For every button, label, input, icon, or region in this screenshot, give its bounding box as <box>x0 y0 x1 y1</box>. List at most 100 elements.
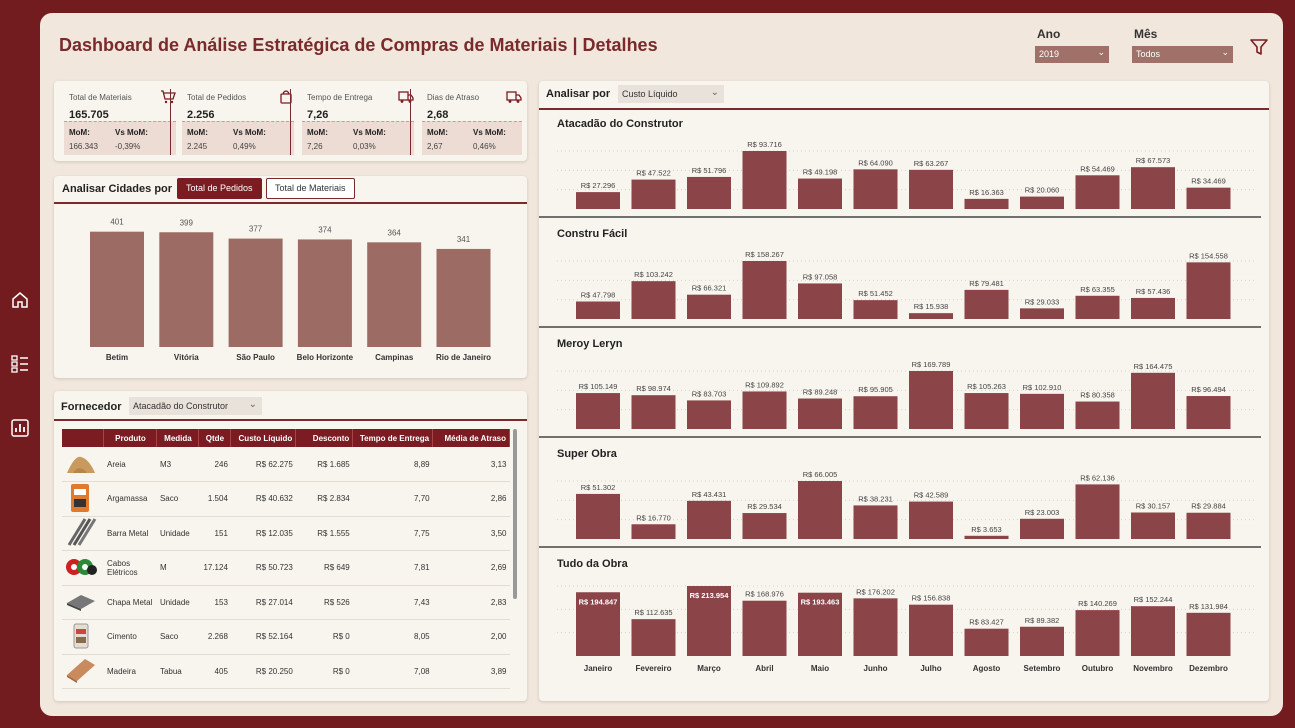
month-bar[interactable] <box>742 261 787 319</box>
month-bar[interactable] <box>742 391 787 429</box>
table-row[interactable]: Argamassa Saco 1.504 R$ 40.632 R$ 2.834 … <box>62 481 510 517</box>
product-image <box>62 447 104 482</box>
month-bar[interactable] <box>853 169 898 209</box>
month-bar[interactable] <box>798 178 842 209</box>
month-bar[interactable] <box>909 169 953 209</box>
month-bar[interactable] <box>631 179 676 209</box>
city-bar[interactable] <box>367 242 422 347</box>
month-bar-label: R$ 168.976 <box>745 590 784 599</box>
cell-desconto: R$ 1.555 <box>295 516 353 551</box>
month-bar[interactable] <box>687 176 731 209</box>
table-row[interactable]: Chapa Metal Unidade 153 R$ 27.014 R$ 526… <box>62 585 510 620</box>
month-bar[interactable] <box>1075 484 1120 539</box>
column-header-atraso[interactable]: Média de Atraso <box>432 429 510 447</box>
column-header-medida[interactable]: Medida <box>156 429 200 447</box>
column-header-produto[interactable]: Produto <box>103 429 158 447</box>
month-bar[interactable] <box>687 500 731 539</box>
month-bar[interactable] <box>1131 167 1175 209</box>
total-materiais-button[interactable]: Total de Materiais <box>266 178 355 199</box>
month-bar[interactable] <box>576 301 620 319</box>
month-bar[interactable] <box>631 281 676 319</box>
city-bar[interactable] <box>228 238 283 347</box>
month-bar[interactable] <box>1075 295 1120 319</box>
fornecedor-dropdown[interactable]: Atacadão do Construtor ⌄ <box>129 397 262 415</box>
table-row[interactable]: Barra Metal Unidade 151 R$ 12.035 R$ 1.5… <box>62 516 510 551</box>
month-bar[interactable] <box>1020 626 1064 656</box>
month-bar[interactable] <box>853 505 898 539</box>
month-bar[interactable] <box>576 393 620 429</box>
list-icon[interactable] <box>10 354 30 374</box>
month-bar[interactable] <box>742 600 787 656</box>
analisar-value: Custo Líquido <box>622 89 678 99</box>
city-bar[interactable] <box>297 239 352 347</box>
table-row[interactable]: Madeira Tabua 405 R$ 20.250 R$ 0 7,08 3,… <box>62 654 510 689</box>
month-bar[interactable] <box>909 313 953 319</box>
kpi-card: Dias de Atraso 2,68 MoM: Vs MoM: 2,67 0,… <box>422 87 522 157</box>
month-bar[interactable] <box>1075 175 1120 209</box>
analisar-dropdown[interactable]: Custo Líquido ⌄ <box>618 85 724 103</box>
month-bar[interactable] <box>576 192 620 209</box>
month-bar[interactable] <box>909 501 953 539</box>
kpi-mom-box: MoM: Vs MoM: 166.343 -0,39% <box>64 121 176 155</box>
month-bar[interactable] <box>1131 297 1175 319</box>
city-bar[interactable] <box>436 248 491 347</box>
table-row[interactable]: Cabos Elétricos M 17.124 R$ 50.723 R$ 64… <box>62 550 510 586</box>
month-bar[interactable] <box>1131 372 1175 429</box>
total-pedidos-button[interactable]: Total de Pedidos <box>177 178 262 199</box>
month-bar[interactable] <box>909 371 953 429</box>
month-bar[interactable] <box>1131 512 1175 539</box>
month-bar[interactable] <box>742 151 787 209</box>
city-bar[interactable] <box>159 232 214 347</box>
city-bar[interactable] <box>90 231 144 347</box>
month-bar[interactable] <box>687 586 731 656</box>
month-bar[interactable] <box>1075 610 1120 656</box>
month-bar[interactable] <box>1075 401 1120 429</box>
month-bar[interactable] <box>687 294 731 319</box>
home-icon[interactable] <box>10 290 30 310</box>
month-bar[interactable] <box>964 628 1009 656</box>
month-bar[interactable] <box>1186 396 1231 429</box>
month-bar[interactable] <box>964 393 1009 429</box>
month-bar[interactable] <box>742 513 787 539</box>
column-header-custo[interactable]: Custo Líquido <box>230 429 297 447</box>
month-bar[interactable] <box>798 398 842 429</box>
month-bar[interactable] <box>1131 606 1175 656</box>
month-bar[interactable] <box>853 300 898 319</box>
month-bar[interactable] <box>798 481 842 539</box>
month-bar[interactable] <box>576 493 620 539</box>
filter-icon[interactable] <box>1249 37 1269 57</box>
column-header-qtde[interactable]: Qtde <box>198 429 232 447</box>
month-bar[interactable] <box>853 598 898 656</box>
month-bar[interactable] <box>1186 512 1231 539</box>
table-scrollbar[interactable] <box>513 429 517 599</box>
table-row[interactable]: Areia M3 246 R$ 62.275 R$ 1.685 8,89 3,1… <box>62 447 510 482</box>
month-bar[interactable] <box>964 535 1009 539</box>
column-header-desconto[interactable]: Desconto <box>295 429 354 447</box>
month-bar[interactable] <box>1020 518 1064 539</box>
month-bar[interactable] <box>798 592 842 656</box>
filter-ano-dropdown[interactable]: 2019 ⌄ <box>1035 46 1109 63</box>
chart-icon[interactable] <box>10 418 30 438</box>
month-bar[interactable] <box>576 592 620 656</box>
month-bar[interactable] <box>1020 308 1064 319</box>
month-bar[interactable] <box>1186 187 1231 209</box>
month-bar[interactable] <box>909 604 953 656</box>
month-bar[interactable] <box>1020 393 1064 429</box>
month-bar[interactable] <box>631 619 676 656</box>
cell-desconto: R$ 0 <box>295 654 353 689</box>
month-bar[interactable] <box>631 524 676 539</box>
month-bar[interactable] <box>1020 196 1064 209</box>
month-bar[interactable] <box>631 395 676 429</box>
month-bar[interactable] <box>964 289 1009 319</box>
kpi-value: 2.256 <box>187 109 215 121</box>
month-bar[interactable] <box>853 396 898 429</box>
month-bar[interactable] <box>687 400 731 429</box>
month-bar[interactable] <box>1186 612 1231 656</box>
table-row[interactable]: Cimento Saco 2.268 R$ 52.164 R$ 0 8,05 2… <box>62 619 510 655</box>
column-header-tempo[interactable]: Tempo de Entrega <box>352 429 434 447</box>
month-bar[interactable] <box>964 198 1009 209</box>
cell-tempo: 7,70 <box>352 481 433 517</box>
month-bar[interactable] <box>1186 262 1231 319</box>
filter-mes-dropdown[interactable]: Todos ⌄ <box>1132 46 1233 63</box>
month-bar[interactable] <box>798 283 842 319</box>
